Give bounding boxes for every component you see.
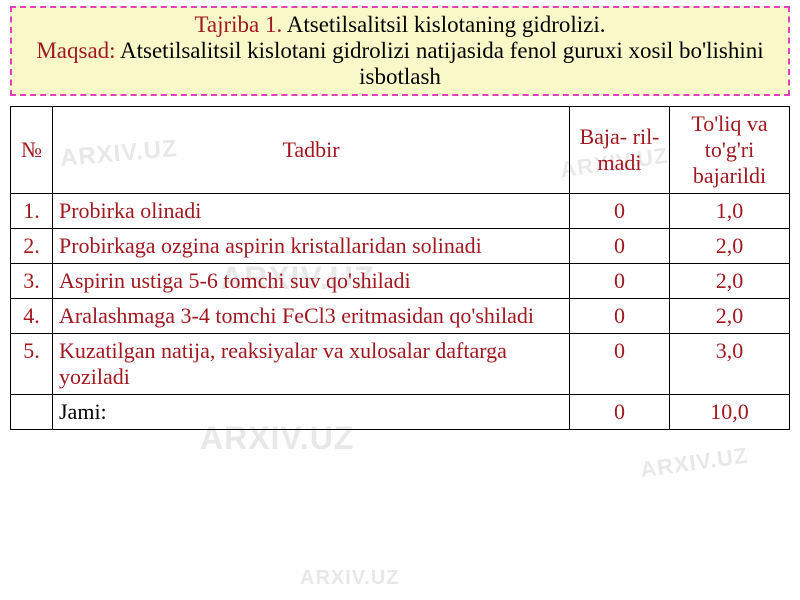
cell-tadbir: Probirka olinadi xyxy=(53,194,570,229)
cell-baja: 0 xyxy=(570,334,670,395)
table-footer-row: Jami: 0 10,0 xyxy=(11,395,790,430)
cell-baja: 0 xyxy=(570,395,670,430)
cell-tadbir: Aralashmaga 3-4 tomchi FeCl3 eritmasidan… xyxy=(53,299,570,334)
cell-num xyxy=(11,395,53,430)
col-header-num: № xyxy=(11,107,53,194)
cell-toliq: 10,0 xyxy=(670,395,790,430)
table-row: 4. Aralashmaga 3-4 tomchi FeCl3 eritmasi… xyxy=(11,299,790,334)
cell-toliq: 1,0 xyxy=(670,194,790,229)
experiment-label: Tajriba 1. xyxy=(194,12,282,37)
col-header-baja: Baja- ril-madi xyxy=(570,107,670,194)
cell-tadbir: Aspirin ustiga 5-6 tomchi suv qo'shiladi xyxy=(53,264,570,299)
cell-toliq: 2,0 xyxy=(670,229,790,264)
table-row: 2. Probirkaga ozgina aspirin kristallari… xyxy=(11,229,790,264)
cell-baja: 0 xyxy=(570,229,670,264)
goal-label: Maqsad: xyxy=(36,38,115,63)
cell-baja: 0 xyxy=(570,299,670,334)
cell-baja: 0 xyxy=(570,194,670,229)
col-header-tadbir: Tadbir xyxy=(53,107,570,194)
watermark: ARXIV.UZ xyxy=(300,567,400,590)
cell-num: 4. xyxy=(11,299,53,334)
cell-num: 3. xyxy=(11,264,53,299)
cell-jami: Jami: xyxy=(53,395,570,430)
col-header-toliq: To'liq va to'g'ri bajarildi xyxy=(670,107,790,194)
header-box: Tajriba 1. Atsetilsalitsil kislotaning g… xyxy=(10,6,790,96)
goal-text: Atsetilsalitsil kislotani gidrolizi nati… xyxy=(116,38,764,89)
cell-num: 1. xyxy=(11,194,53,229)
cell-tadbir: Kuzatilgan natija, reaksiyalar va xulosa… xyxy=(53,334,570,395)
experiment-title: Atsetilsalitsil kislotaning gidrolizi. xyxy=(282,12,605,37)
cell-baja: 0 xyxy=(570,264,670,299)
cell-num: 2. xyxy=(11,229,53,264)
cell-toliq: 2,0 xyxy=(670,264,790,299)
table-row: 5. Kuzatilgan natija, reaksiyalar va xul… xyxy=(11,334,790,395)
header-line1: Tajriba 1. Atsetilsalitsil kislotaning g… xyxy=(20,12,780,38)
cell-toliq: 2,0 xyxy=(670,299,790,334)
table-row: 1. Probirka olinadi 0 1,0 xyxy=(11,194,790,229)
header-line2: Maqsad: Atsetilsalitsil kislotani gidrol… xyxy=(20,38,780,90)
watermark: ARXIV.UZ xyxy=(639,443,750,484)
steps-table: № Tadbir Baja- ril-madi To'liq va to'g'r… xyxy=(10,106,790,430)
table-header-row: № Tadbir Baja- ril-madi To'liq va to'g'r… xyxy=(11,107,790,194)
cell-num: 5. xyxy=(11,334,53,395)
cell-tadbir: Probirkaga ozgina aspirin kristallaridan… xyxy=(53,229,570,264)
table-row: 3. Aspirin ustiga 5-6 tomchi suv qo'shil… xyxy=(11,264,790,299)
cell-toliq: 3,0 xyxy=(670,334,790,395)
